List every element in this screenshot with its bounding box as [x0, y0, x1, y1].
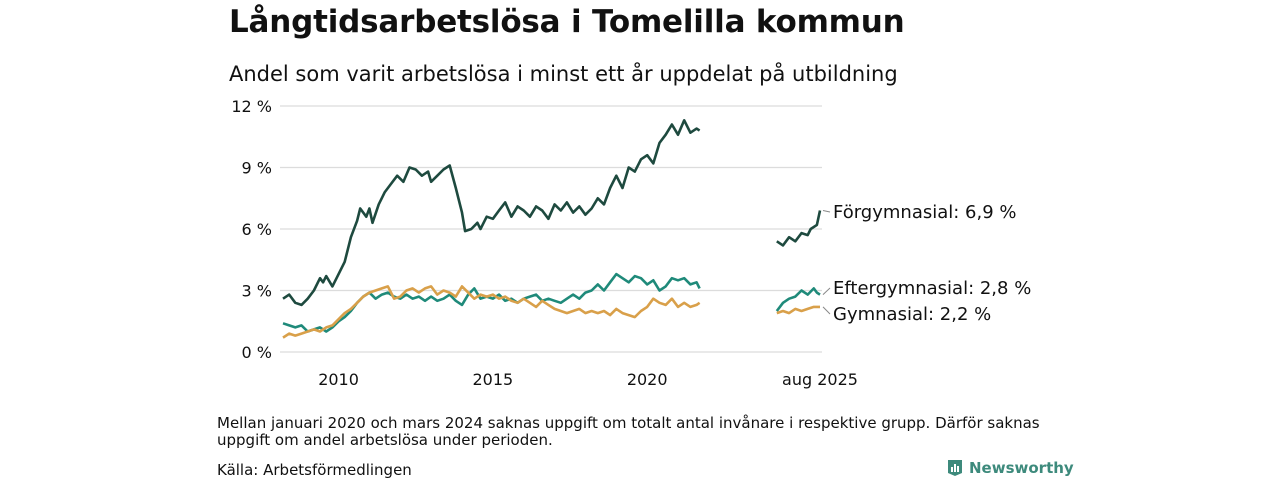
series-line-gymnasial [282, 285, 701, 339]
y-tick-label: 9 % [242, 159, 272, 178]
source-text: Källa: Arbetsförmedlingen [217, 461, 412, 479]
series-line-förgymnasial [282, 119, 701, 307]
y-tick-label: 0 % [242, 343, 272, 362]
y-axis-ticks: 0 % 3 % 6 % 9 % 12 % [231, 97, 272, 362]
line-chart: 0 % 3 % 6 % 9 % 12 % 2010 2015 2020 aug 2025 Fö… [231, 97, 1031, 389]
x-tick-label: 2010 [318, 370, 359, 389]
x-axis-ticks: 2010 2015 2020 aug 2025 [318, 370, 858, 389]
logo-text: Newsworthy [969, 459, 1074, 477]
bar-chart-logo-icon [948, 460, 962, 476]
series-end-labels: Förgymnasial: 6,9 % Eftergymnasial: 2,8 %… [822, 202, 1031, 325]
label-connector [822, 306, 831, 315]
chart-title: Långtidsarbetslösa i Tomelilla kommun [229, 4, 905, 40]
x-tick-label: aug 2025 [782, 370, 858, 389]
y-tick-label: 3 % [242, 282, 272, 301]
label-connector [822, 210, 831, 213]
series-end-label: Eftergymnasial: 2,8 % [833, 278, 1031, 299]
series-end-label: Förgymnasial: 6,9 % [833, 202, 1017, 223]
gridlines [280, 105, 822, 353]
footnote: Mellan januari 2020 och mars 2024 saknas… [217, 414, 1040, 449]
y-tick-label: 12 % [231, 97, 272, 116]
x-tick-label: 2020 [627, 370, 668, 389]
newsworthy-logo[interactable]: Newsworthy [946, 459, 1074, 477]
series-line-eftergymnasial [775, 287, 821, 312]
chart-subtitle: Andel som varit arbetslösa i minst ett å… [229, 62, 898, 86]
label-connector [822, 287, 831, 295]
y-tick-label: 6 % [242, 220, 272, 239]
series-end-label: Gymnasial: 2,2 % [833, 304, 991, 325]
series-lines [282, 119, 822, 339]
series-line-eftergymnasial [282, 272, 701, 333]
series-line-förgymnasial [776, 210, 822, 247]
series-line-gymnasial [776, 305, 820, 315]
x-tick-label: 2015 [473, 370, 514, 389]
